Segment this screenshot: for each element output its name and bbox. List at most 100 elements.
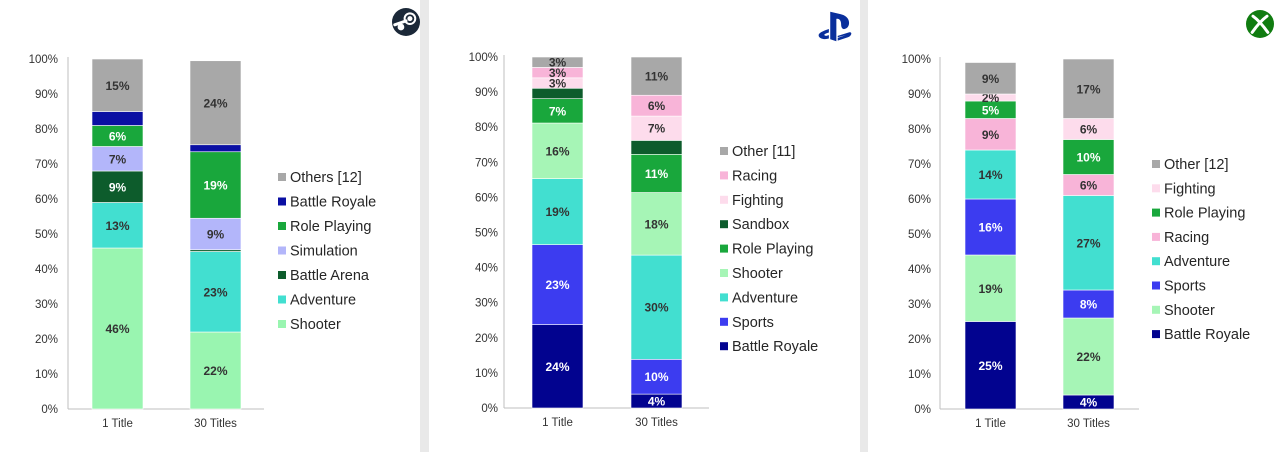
data-label: 9% xyxy=(109,180,127,194)
data-label: 30% xyxy=(644,301,668,315)
legend-item-adventure: Adventure xyxy=(1152,254,1230,270)
data-label: 25% xyxy=(978,359,1002,373)
legend-item-shooter: Shooter xyxy=(1152,303,1215,319)
bar-segment-adventure xyxy=(630,254,683,360)
y-tick-label: 90% xyxy=(35,89,58,101)
legend-item-shooter: Shooter xyxy=(720,266,783,282)
legend-label: Role Playing xyxy=(732,242,813,258)
y-tick-label: 100% xyxy=(469,52,498,64)
legend-item-shooter: Shooter xyxy=(278,317,341,333)
y-tick-label: 60% xyxy=(475,192,498,204)
y-tick-label: 70% xyxy=(475,157,498,169)
legend-label: Sandbox xyxy=(732,217,790,233)
playstation-logo-icon xyxy=(818,11,852,42)
legend-label: Fighting xyxy=(732,193,784,209)
y-tick-label: 80% xyxy=(35,124,58,136)
x-category-label: 1 Title xyxy=(975,418,1006,430)
data-label: 10% xyxy=(1076,151,1100,165)
bar-segment-racing xyxy=(964,118,1017,151)
y-tick-label: 90% xyxy=(908,89,931,101)
data-label: 7% xyxy=(109,152,127,166)
legend-swatch xyxy=(720,317,728,326)
y-tick-label: 60% xyxy=(35,194,58,206)
legend-label: Battle Royale xyxy=(732,339,818,355)
bar-segment-role-playing xyxy=(189,151,242,219)
y-tick-label: 30% xyxy=(475,298,498,310)
legend-label: Shooter xyxy=(1164,303,1215,319)
chart-legend: Other [11] Racing Fighting Sandbox Role Play… xyxy=(720,144,818,355)
legend-label: Sports xyxy=(1164,279,1206,295)
data-label: 23% xyxy=(545,278,569,292)
xbox-chart-panel: 0% 10% 20% 30% 40% 50% 60% 70% 80% 90% 100% 25% 19% 1… xyxy=(868,0,1285,452)
legend-label: Others [12] xyxy=(290,170,362,186)
legend-item-battle-arena: Battle Arena xyxy=(278,268,370,284)
stacked-bar-chart: 0% 10% 20% 30% 40% 50% 60% 70% 80% 90% 100% 24% 23% 1… xyxy=(469,11,852,429)
legend-swatch xyxy=(278,320,286,328)
data-label: 8% xyxy=(1080,298,1098,312)
data-label: 14% xyxy=(978,168,1002,182)
y-tick-label: 50% xyxy=(908,229,931,241)
data-label: 18% xyxy=(644,217,668,231)
data-label: 3% xyxy=(549,77,567,91)
bar-segment-others xyxy=(91,58,144,112)
y-tick-label: 30% xyxy=(908,299,931,311)
bar-segment-role-playing xyxy=(531,98,584,124)
legend-swatch xyxy=(720,147,728,155)
data-label: 24% xyxy=(545,360,569,374)
bar-segment-adventure xyxy=(189,251,242,333)
data-label: 27% xyxy=(1076,236,1100,250)
y-tick-label: 100% xyxy=(29,54,58,66)
legend-label: Simulation xyxy=(290,244,358,260)
legend-item-battle-royale: Battle Royale xyxy=(278,195,376,211)
bar-segment-sports xyxy=(531,244,584,325)
legend-swatch xyxy=(720,171,728,180)
y-tick-label: 20% xyxy=(35,334,58,346)
bar-segment-sports xyxy=(630,359,683,395)
y-tick-label: 40% xyxy=(35,264,58,276)
legend-label: Battle Arena xyxy=(290,268,370,284)
legend-item-fighting: Fighting xyxy=(1152,181,1216,197)
y-tick-label: 50% xyxy=(475,228,498,240)
data-label: 46% xyxy=(105,322,129,336)
legend-label: Racing xyxy=(1164,230,1209,246)
legend-label: Racing xyxy=(732,168,777,184)
x-category-label: 1 Title xyxy=(102,418,133,430)
legend-swatch xyxy=(1152,257,1160,266)
legend-item-racing: Racing xyxy=(720,168,777,184)
legend-item-adventure: Adventure xyxy=(278,293,356,309)
legend-item-role-playing: Role Playing xyxy=(278,219,371,235)
x-category-label: 1 Title xyxy=(542,417,573,429)
xbox-logo-icon xyxy=(1246,10,1274,38)
legend-swatch xyxy=(720,269,728,277)
x-category-label: 30 Titles xyxy=(194,418,237,430)
legend-swatch xyxy=(278,197,286,206)
data-label: 19% xyxy=(545,205,569,219)
y-tick-label: 10% xyxy=(35,369,58,381)
bar-segment-shooter xyxy=(91,247,144,410)
legend-label: Sports xyxy=(732,315,774,331)
legend-swatch xyxy=(278,271,286,279)
legend-label: Adventure xyxy=(290,293,356,309)
legend-item-fighting: Fighting xyxy=(720,193,784,209)
bar-segment-adventure xyxy=(1062,195,1115,291)
chart-legend: Others [12] Battle Royale Role Playing Simu… xyxy=(278,170,376,333)
bar-segment-battle-royale xyxy=(189,144,242,153)
data-label: 17% xyxy=(1076,82,1100,96)
legend-item-battle-royale: Battle Royale xyxy=(1152,327,1250,343)
y-tick-label: 30% xyxy=(35,299,58,311)
y-tick-label: 0% xyxy=(914,404,931,416)
bar-segment-battle-arena xyxy=(91,170,144,203)
data-label: 3% xyxy=(549,56,567,70)
data-label: 7% xyxy=(648,122,666,136)
legend-label: Shooter xyxy=(290,317,341,333)
legend-swatch xyxy=(720,244,728,253)
data-label: 9% xyxy=(982,72,1000,86)
data-label: 9% xyxy=(982,128,1000,142)
bar-segment-sports xyxy=(964,198,1017,256)
data-label: 19% xyxy=(978,282,1002,296)
legend-label: Role Playing xyxy=(1164,206,1245,222)
stacked-bar-chart: 0% 10% 20% 30% 40% 50% 60% 70% 80% 90% 100% 46% 13% 9… xyxy=(29,8,420,430)
data-label: 22% xyxy=(203,364,227,378)
legend-swatch xyxy=(278,295,286,304)
